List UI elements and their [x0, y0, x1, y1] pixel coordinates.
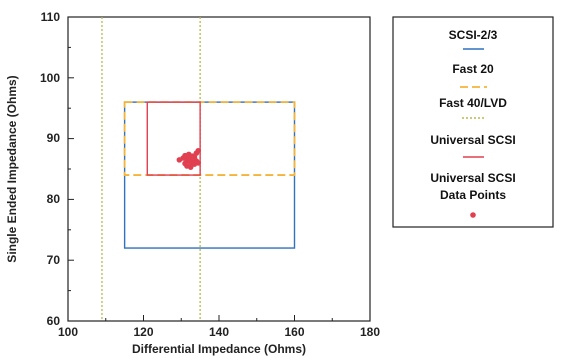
- data-point: [195, 160, 202, 166]
- x-tick-label: 180: [360, 325, 380, 339]
- x-tick-label: 120: [133, 325, 153, 339]
- y-tick-label: 90: [47, 131, 61, 145]
- y-tick-label: 110: [41, 10, 61, 24]
- y-axis-label: Single Ended Impedance (Ohms): [5, 75, 19, 262]
- legend-label-fast-40-lvd: Fast 40/LVD: [439, 96, 507, 110]
- data-point: [187, 164, 194, 170]
- legend-label-fast-20: Fast 20: [452, 62, 494, 76]
- x-axis-label: Differential Impedance (Ohms): [132, 342, 306, 356]
- universal-scsi-region: [146, 101, 201, 176]
- y-tick-label: 80: [47, 192, 61, 206]
- data-point: [186, 156, 193, 163]
- fast-20-region: [123, 101, 296, 176]
- legend-label-data-points-line1: Universal SCSI: [430, 171, 515, 185]
- y-tick-label: 100: [40, 71, 60, 85]
- data-point: [182, 160, 188, 167]
- data-point: [195, 147, 202, 154]
- x-tick-label: 100: [58, 325, 78, 339]
- y-tick-label: 60: [47, 314, 61, 328]
- x-tick-label: 140: [209, 325, 229, 339]
- y-tick-label: 70: [47, 253, 61, 267]
- legend-label-scsi-2-3: SCSI-2/3: [449, 28, 498, 42]
- x-tick-label: 160: [284, 325, 304, 339]
- plot-frame: [67, 16, 371, 322]
- legend-label-data-points-line2: Data Points: [440, 188, 506, 202]
- legend-label-universal-scsi: Universal SCSI: [430, 133, 515, 147]
- data-layer: [67, 16, 371, 322]
- legend-box: [392, 16, 554, 228]
- legend-swatch-data-points: [470, 212, 476, 218]
